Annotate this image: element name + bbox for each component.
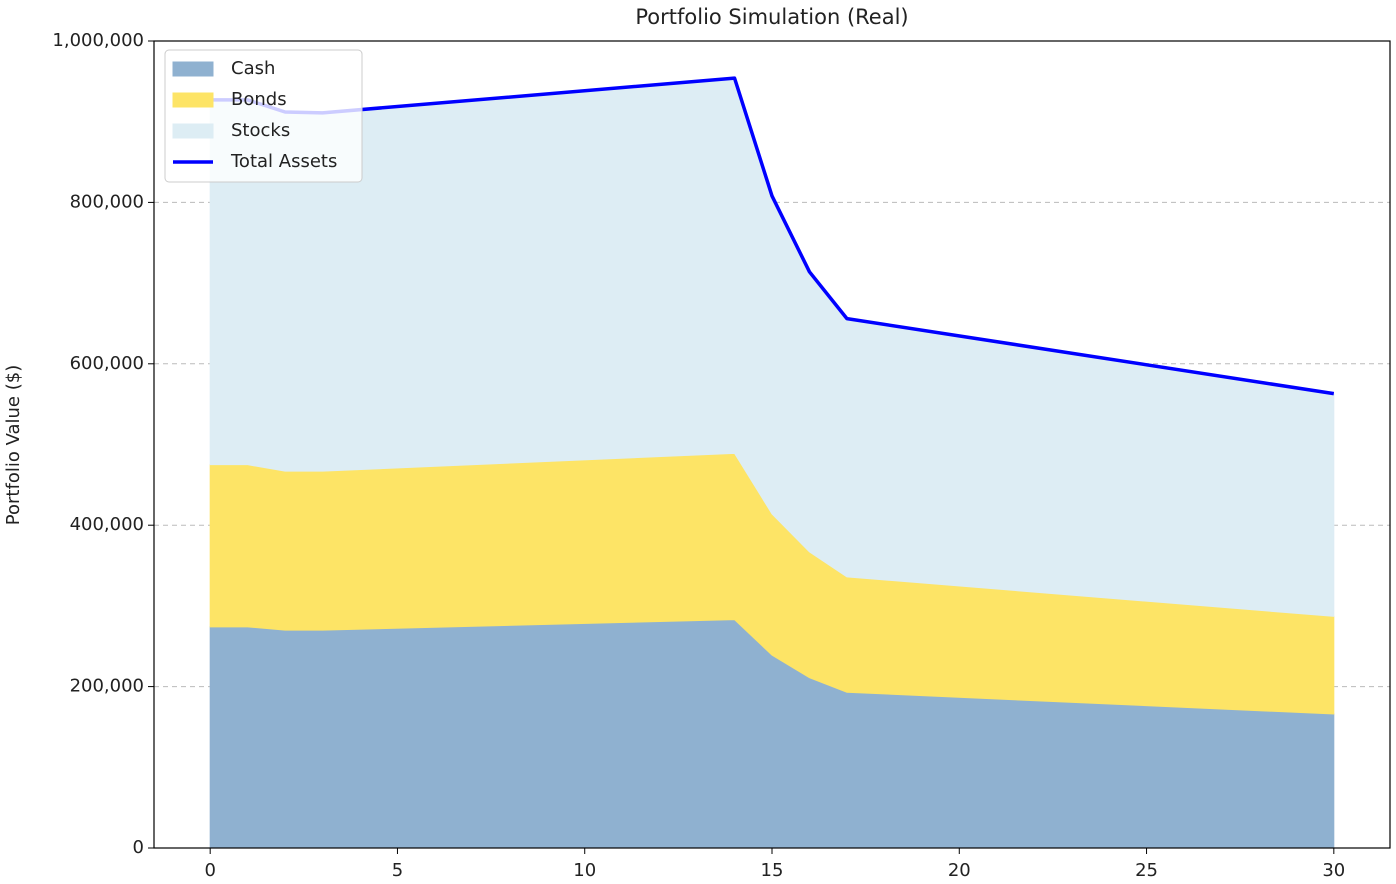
legend-label: Stocks [231,120,290,141]
legend-box [164,49,363,183]
y-tick-label: 200,000 [70,676,144,697]
y-tick-label: 0 [133,837,144,858]
legend-swatch [172,92,214,108]
x-tick-label: 5 [392,860,403,880]
y-axis-label: Portfolio Value ($) [3,365,24,525]
x-tick-label: 20 [948,860,971,880]
chart-title: Portfolio Simulation (Real) [635,5,908,29]
x-tick-label: 15 [761,860,784,880]
legend-label: Total Assets [230,151,337,172]
y-tick-label: 1,000,000 [52,30,144,51]
y-tick-label: 800,000 [70,191,144,212]
x-tick-label: 0 [204,860,215,880]
x-tick-label: 10 [573,860,596,880]
legend-label: Bonds [231,89,287,110]
y-tick-label: 400,000 [70,514,144,535]
x-tick-label: 30 [1322,860,1345,880]
legend-swatch [172,61,214,77]
legend-swatch [172,123,214,139]
legend-label: Cash [231,58,275,79]
x-tick-label: 25 [1135,860,1158,880]
y-tick-label: 600,000 [70,353,144,374]
